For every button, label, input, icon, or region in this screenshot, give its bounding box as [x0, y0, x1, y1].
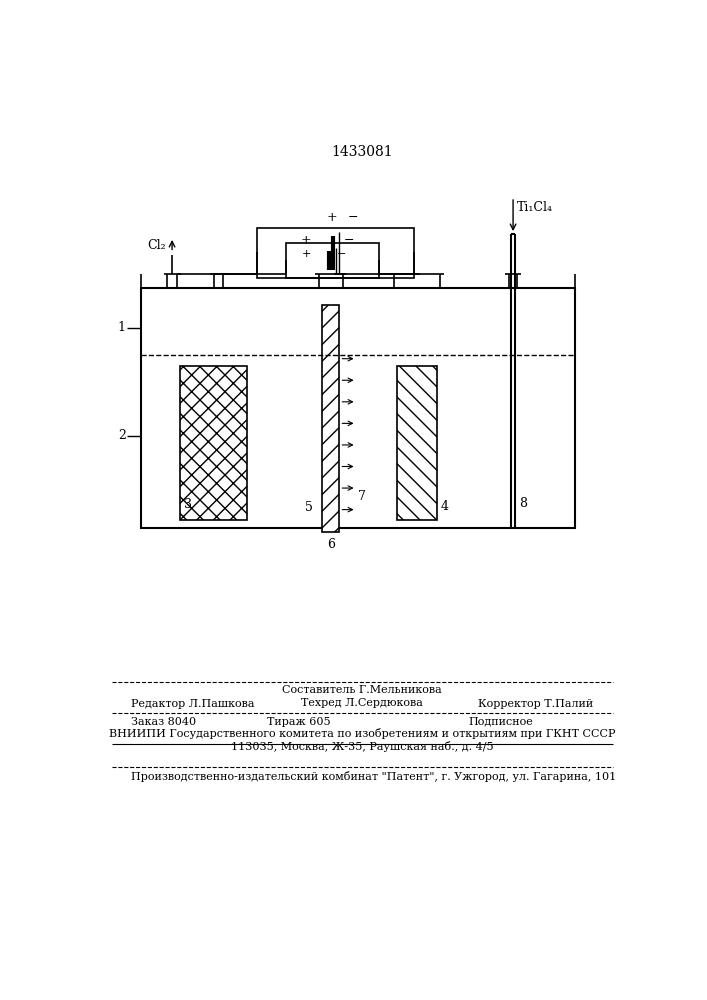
- Text: −: −: [337, 249, 346, 259]
- Text: 2: 2: [117, 429, 126, 442]
- Text: Составитель Г.Мельникова: Составитель Г.Мельникова: [282, 685, 442, 695]
- Text: +: +: [327, 211, 337, 224]
- Text: Техред Л.Сердюкова: Техред Л.Сердюкова: [301, 698, 423, 708]
- Text: Cl₂: Cl₂: [147, 239, 166, 252]
- Text: −: −: [344, 234, 354, 247]
- Text: Тираж 605: Тираж 605: [267, 717, 330, 727]
- Text: 1433081: 1433081: [331, 145, 393, 159]
- Text: Ti₁Cl₄: Ti₁Cl₄: [517, 201, 553, 214]
- Bar: [322, 305, 339, 532]
- Text: Подписное: Подписное: [468, 717, 533, 727]
- Text: ВНИИПИ Государственного комитета по изобретениям и открытиям при ГКНТ СССР: ВНИИПИ Государственного комитета по изоб…: [109, 728, 615, 739]
- Bar: [257, 228, 414, 278]
- Text: 3: 3: [184, 498, 192, 511]
- Text: 113035, Москва, Ж-35, Раушская наб., д. 4/5: 113035, Москва, Ж-35, Раушская наб., д. …: [230, 741, 493, 752]
- Text: 6: 6: [327, 538, 335, 551]
- Bar: [180, 366, 247, 520]
- Text: Производственно-издательский комбинат "Патент", г. Ужгород, ул. Гагарина, 101: Производственно-издательский комбинат "П…: [131, 771, 617, 782]
- Text: 5: 5: [305, 501, 313, 514]
- Bar: [286, 243, 379, 278]
- Text: −: −: [347, 211, 358, 224]
- Text: Редактор Л.Пашкова: Редактор Л.Пашкова: [131, 699, 255, 709]
- Text: 1: 1: [117, 321, 126, 334]
- Bar: [141, 288, 575, 528]
- Text: 7: 7: [358, 490, 366, 503]
- Text: Заказ 8040: Заказ 8040: [131, 717, 196, 727]
- Text: 4: 4: [440, 500, 448, 513]
- Text: Корректор Т.Палий: Корректор Т.Палий: [479, 699, 594, 709]
- Text: 8: 8: [519, 497, 527, 510]
- Text: +: +: [301, 249, 311, 259]
- Bar: [397, 366, 437, 520]
- Text: +: +: [300, 234, 311, 247]
